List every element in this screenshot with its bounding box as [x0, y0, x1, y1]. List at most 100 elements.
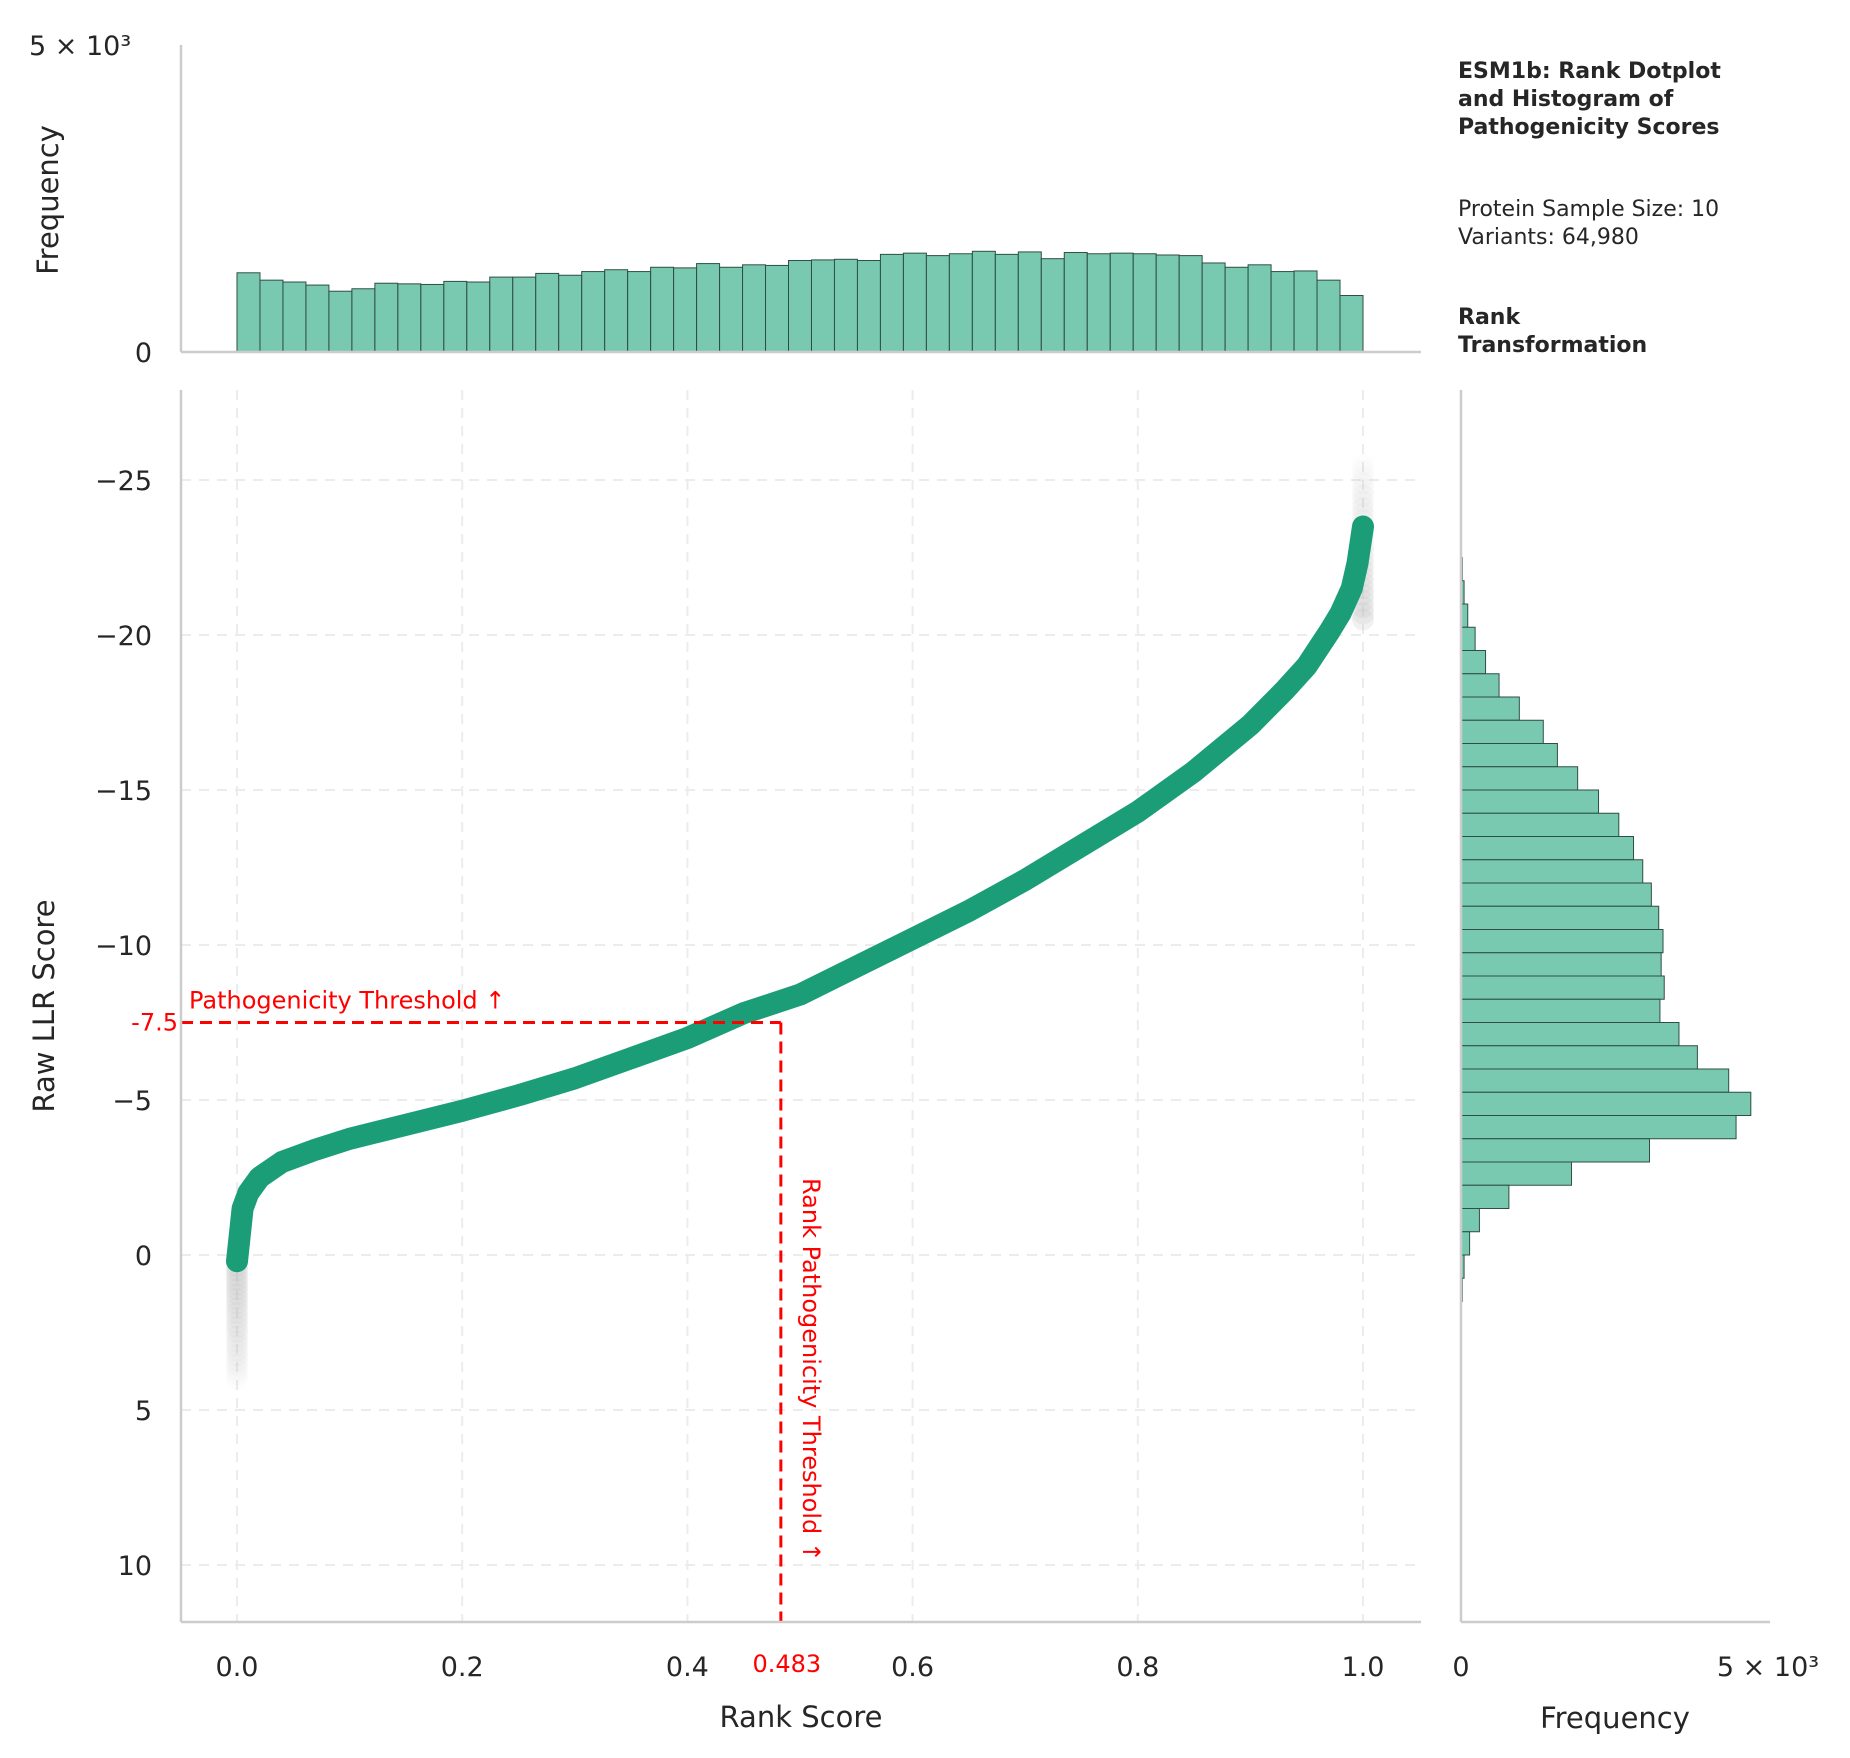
top-histogram-bar: [1293, 270, 1318, 353]
top-histogram-bar: [558, 274, 583, 353]
x-tick-label: 0.6: [891, 1652, 934, 1683]
top-histogram-bar: [788, 260, 812, 353]
right-histogram-bar: [1460, 859, 1644, 884]
protein-sample-size: Protein Sample Size: 10: [1458, 197, 1719, 222]
x-tick-label: 0.0: [216, 1652, 259, 1683]
top-histogram-bar: [328, 290, 353, 353]
top-histogram-bar: [948, 253, 973, 353]
top-histogram-bar: [466, 281, 491, 353]
right-histogram-bar: [1460, 789, 1600, 814]
rank-pathogenicity-threshold-value: 0.483: [752, 1650, 821, 1678]
right-histogram-bar: [1460, 1068, 1730, 1093]
top-histogram-bar: [650, 266, 675, 353]
x-tick-label: 0.4: [666, 1652, 709, 1683]
right-histogram-bar: [1460, 766, 1579, 791]
x-tick-label: 0.2: [441, 1652, 484, 1683]
top-histogram-bar: [833, 258, 858, 353]
right-histogram-bar: [1460, 998, 1661, 1023]
top-histogram-bar: [673, 267, 698, 353]
upper-tail-point: [1352, 496, 1374, 519]
rank-pathogenicity-threshold-label: Rank Pathogenicity Threshold ↑: [797, 1178, 825, 1562]
top-histogram-bar: [1155, 254, 1180, 353]
lower-tail-point: [226, 1358, 248, 1381]
top-histogram-bar: [856, 260, 881, 353]
right-histogram-bar: [1460, 1138, 1650, 1163]
right-histogram-bar: [1460, 1208, 1480, 1233]
top-hist-max-tick: 5 × 10³: [29, 31, 131, 62]
lower-tail-point: [226, 1297, 248, 1320]
top-histogram-bar: [627, 271, 652, 353]
top-histogram-bar: [351, 288, 376, 353]
top-histogram-bar: [374, 282, 399, 353]
top-histogram-bar: [971, 250, 996, 353]
top-histogram-bar: [397, 283, 422, 353]
top-histogram-bar: [719, 266, 744, 353]
main-grid: [181, 390, 1421, 1622]
top-histogram-bar: [902, 252, 927, 353]
upper-tail-point: [1352, 602, 1374, 625]
top-histogram-bar: [581, 271, 606, 353]
top-histogram-bar: [512, 276, 537, 353]
top-histogram-bar: [259, 279, 284, 353]
upper-tail-point: [1352, 465, 1374, 488]
top-hist-zero-tick: 0: [135, 338, 152, 369]
pathogenicity-threshold-label: Pathogenicity Threshold ↑: [189, 987, 505, 1015]
main-y-ticks: −25 −20 −15 −10 −5 0 5 10: [95, 466, 152, 1582]
top-histogram-bar: [1178, 255, 1203, 353]
top-histogram-bar: [879, 253, 904, 353]
upper-tail-point: [1352, 459, 1374, 482]
x-tick-label: 1.0: [1342, 1652, 1385, 1683]
upper-tail-point: [1352, 478, 1374, 501]
lower-tail-point: [226, 1302, 248, 1325]
right-hist-max-tick: 5 × 10³: [1717, 1652, 1819, 1683]
y-tick-label: 5: [135, 1396, 152, 1427]
lower-tail-point: [226, 1363, 248, 1386]
right-histogram-bar: [1460, 905, 1660, 930]
x-tick-label: 0.8: [1116, 1652, 1159, 1683]
upper-tail-point: [1352, 454, 1374, 476]
main-y-label: Raw LLR Score: [27, 899, 61, 1112]
right-histogram-bar: [1460, 1115, 1737, 1140]
right-histogram-bar: [1460, 650, 1487, 675]
right-histogram-bar: [1460, 1045, 1698, 1070]
top-histogram-bar: [604, 269, 629, 353]
top-histogram-bar: [1201, 262, 1226, 353]
lower-tail-point: [226, 1306, 248, 1329]
top-histogram-bar: [1063, 252, 1088, 353]
info-title-line-2: and Histogram of: [1458, 87, 1674, 112]
threshold-lines: [181, 1021, 783, 1622]
top-histogram-bar: [1040, 258, 1065, 353]
right-histogram-bar: [1460, 1184, 1510, 1209]
right-histogram-bar: [1460, 952, 1662, 977]
top-histogram-bar: [420, 283, 445, 353]
y-tick-label: 0: [135, 1241, 152, 1272]
top-histogram-bar: [443, 280, 468, 353]
lower-tail-point: [226, 1269, 248, 1292]
top-histogram-bar: [765, 264, 790, 353]
top-histogram-bar: [1086, 253, 1111, 353]
top-histogram-bar: [1270, 271, 1295, 353]
right-histogram-bar: [1460, 1091, 1752, 1116]
right-histogram-bar: [1460, 929, 1664, 954]
top-histogram-bar: [925, 255, 950, 353]
upper-tail-point: [1352, 472, 1374, 495]
top-histogram-bar: [535, 272, 560, 353]
top-histogram: 5 × 10³ 0 Frequency: [29, 31, 1421, 369]
top-histogram-bar: [236, 272, 261, 353]
lower-tail-point: [226, 1353, 248, 1376]
lower-tail-point: [226, 1292, 248, 1315]
lower-tail-point: [226, 1344, 248, 1367]
y-tick-label: −20: [95, 621, 152, 652]
variant-count: Variants: 64,980: [1458, 225, 1639, 250]
lower-tail-point: [226, 1316, 248, 1339]
main-x-label: Rank Score: [720, 1700, 883, 1734]
right-histogram-bar: [1460, 1231, 1471, 1256]
right-histogram-bar: [1460, 812, 1620, 837]
top-histogram-bar: [696, 263, 721, 353]
y-tick-label: −10: [95, 931, 152, 962]
lower-tail-point: [226, 1278, 248, 1301]
right-histogram-bar: [1460, 882, 1652, 907]
main-scatter: 0.0 0.2 0.4 0.6 0.8 1.0 −25 −20 −15 −10 −5 0 5 10 Ra…: [27, 390, 1421, 1734]
top-histogram-bar: [994, 253, 1019, 353]
